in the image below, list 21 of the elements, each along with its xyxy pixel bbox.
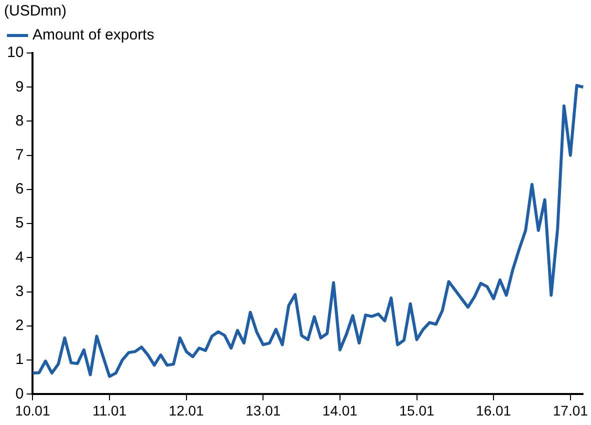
y-tick-label: 0 [15,385,24,402]
y-tick-label: 9 [15,78,24,96]
y-tick-label: 10 [6,44,24,62]
y-tick-label: 1 [15,351,24,368]
y-axis-title: (USDmn) [4,2,66,20]
x-tick-label: 12.01 [168,402,204,418]
x-tick-label: 14.01 [322,402,358,418]
y-tick-label: 4 [15,248,24,266]
y-tick-label: 3 [15,282,24,300]
x-tick-label: 15.01 [399,402,434,418]
x-tick-label: 10.01 [15,402,50,418]
x-tick-label: 13.01 [246,402,281,418]
x-tick-label: 11.01 [92,402,127,418]
legend-label: Amount of exports [32,26,154,44]
x-tick-label: 17.01 [552,402,588,418]
y-tick-label: 8 [15,112,24,130]
y-tick-label: 6 [15,180,24,198]
y-tick-label: 5 [15,214,24,232]
y-tick-label: 2 [15,317,24,334]
y-tick-label: 7 [15,146,24,164]
x-tick-label: 16.01 [476,402,512,418]
